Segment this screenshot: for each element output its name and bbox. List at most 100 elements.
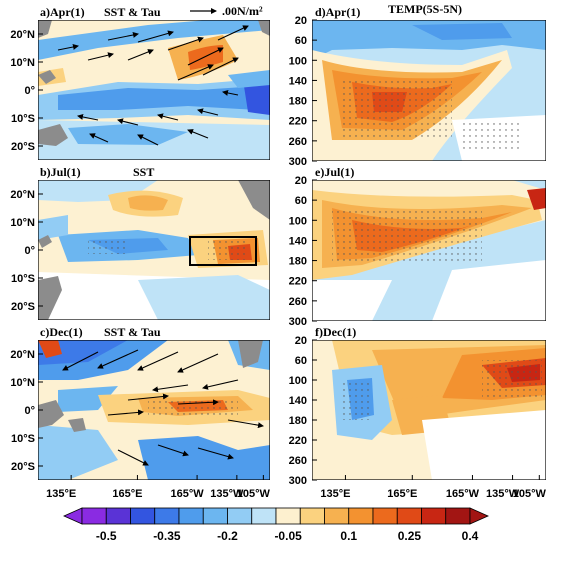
- depth-tick-label: 180: [289, 256, 307, 268]
- lon-tick-label: 135°E: [320, 488, 350, 500]
- lat-tick-label: 10°S: [11, 273, 35, 285]
- depth-tick-label: 60: [295, 195, 307, 207]
- lat-tick-label: 0°: [24, 245, 35, 257]
- lon-tick-label: 135°W: [486, 488, 520, 500]
- lon-tick-label: 105°W: [237, 488, 271, 500]
- lon-tick-label: 165°E: [387, 488, 417, 500]
- depth-tick-label: 140: [289, 395, 307, 407]
- lat-tick-label: 20°N: [10, 189, 35, 201]
- panel-c-subtitle: SST & Tau: [104, 325, 161, 339]
- depth-tick-label: 220: [289, 435, 307, 447]
- depth-tick-label: 100: [289, 215, 307, 227]
- axis-ticks: 20°N 10°N 0° 10°S 20°S 20°N 10°N 0° 10°S 20°S 20°N…: [10, 15, 546, 500]
- lat-tick-label: 0°: [24, 405, 35, 417]
- colorbar-label: -0.35: [153, 529, 181, 543]
- panel-e-plot: [312, 180, 546, 321]
- depth-tick-label: 300: [289, 475, 307, 487]
- panel-c-title: c)Dec(1): [40, 325, 83, 339]
- colorbar-label: 0.25: [398, 529, 422, 543]
- colorbar-swatch: [130, 507, 156, 525]
- depth-tick-label: 260: [289, 296, 307, 308]
- lon-tick-label: 135°W: [210, 488, 244, 500]
- depth-tick-label: 20: [295, 335, 307, 347]
- colorbar-label: 0.4: [462, 529, 479, 543]
- depth-tick-label: 180: [289, 96, 307, 108]
- lat-tick-label: 0°: [24, 85, 35, 97]
- depth-tick-label: 140: [289, 75, 307, 87]
- colorbar-swatch: [275, 507, 301, 525]
- depth-tick-label: 20: [295, 15, 307, 27]
- colorbar-swatch: [421, 507, 447, 525]
- lat-tick-label: 10°N: [10, 57, 35, 69]
- colorbar-swatch: [348, 507, 374, 525]
- colorbar-right-arrow: [469, 507, 489, 525]
- panel-b-plot: [38, 180, 270, 320]
- depth-tick-label: 260: [289, 136, 307, 148]
- depth-tick-label: 300: [289, 156, 307, 168]
- lat-tick-label: 10°S: [11, 113, 35, 125]
- panel-b-title: b)Jul(1): [40, 165, 81, 179]
- panel-e: e)Jul(1): [312, 165, 546, 321]
- panel-f-title: f)Dec(1): [315, 325, 356, 339]
- colorbar-swatch: [445, 507, 471, 525]
- lat-tick-label: 20°N: [10, 29, 35, 41]
- colorbar-label: -0.05: [274, 529, 302, 543]
- colorbar-swatch: [251, 507, 277, 525]
- panel-f-plot: [312, 340, 546, 480]
- colorbar: -0.5 -0.35 -0.2 -0.05 0.1 0.25 0.4: [63, 507, 489, 543]
- lon-tick-label: 165°E: [112, 488, 142, 500]
- reference-vector-label: .00N/m²: [222, 4, 263, 18]
- depth-tick-label: 180: [289, 415, 307, 427]
- lon-tick-label: 165°W: [446, 488, 480, 500]
- panel-d: d)Apr(1) TEMP(5S-5N): [312, 2, 546, 161]
- panel-d-plot: [312, 20, 546, 161]
- depth-tick-label: 20: [295, 175, 307, 187]
- panel-b-subtitle: SST: [133, 165, 154, 179]
- colorbar-swatch: [81, 507, 107, 525]
- panel-a-subtitle: SST & Tau: [104, 5, 161, 19]
- colorbar-left-arrow: [63, 507, 83, 525]
- lat-tick-label: 20°S: [11, 461, 35, 473]
- lon-tick-label: 165°W: [171, 488, 205, 500]
- depth-tick-label: 140: [289, 235, 307, 247]
- lat-tick-label: 10°S: [11, 433, 35, 445]
- depth-tick-label: 300: [289, 316, 307, 328]
- colorbar-swatch: [324, 507, 350, 525]
- lat-tick-label: 20°S: [11, 141, 35, 153]
- colorbar-swatch: [154, 507, 180, 525]
- panel-b: b)Jul(1) SST: [38, 165, 270, 320]
- panel-a-title: a)Apr(1): [40, 5, 85, 19]
- lat-tick-label: 20°S: [11, 301, 35, 313]
- panel-b-region-box: [189, 236, 257, 266]
- panel-d-title: d)Apr(1): [315, 5, 360, 19]
- lat-tick-label: 10°N: [10, 377, 35, 389]
- depth-tick-label: 220: [289, 116, 307, 128]
- colorbar-swatch: [178, 507, 204, 525]
- colorbar-swatch: [105, 507, 131, 525]
- panel-a-plot: [38, 20, 270, 160]
- depth-tick-label: 220: [289, 276, 307, 288]
- panel-c: c)Dec(1) SST & Tau: [38, 325, 270, 480]
- lon-tick-label: 135°E: [46, 488, 76, 500]
- depth-tick-label: 100: [289, 55, 307, 67]
- colorbar-swatch: [299, 507, 325, 525]
- panel-e-title: e)Jul(1): [315, 165, 354, 179]
- colorbar-label: -0.2: [217, 529, 238, 543]
- colorbar-label: -0.5: [96, 529, 117, 543]
- panel-c-plot: [38, 340, 270, 480]
- depth-tick-label: 100: [289, 375, 307, 387]
- panel-d-subtitle: TEMP(5S-5N): [388, 2, 462, 16]
- depth-tick-label: 60: [295, 355, 307, 367]
- colorbar-swatch: [202, 507, 228, 525]
- lat-tick-label: 10°N: [10, 217, 35, 229]
- lon-tick-label: 105°W: [513, 488, 547, 500]
- depth-tick-label: 60: [295, 35, 307, 47]
- colorbar-label: 0.1: [340, 529, 357, 543]
- depth-tick-label: 260: [289, 455, 307, 467]
- lat-tick-label: 20°N: [10, 349, 35, 361]
- panel-a: a)Apr(1) SST & Tau .00N/m²: [38, 4, 270, 160]
- colorbar-swatch: [396, 507, 422, 525]
- colorbar-swatch: [372, 507, 398, 525]
